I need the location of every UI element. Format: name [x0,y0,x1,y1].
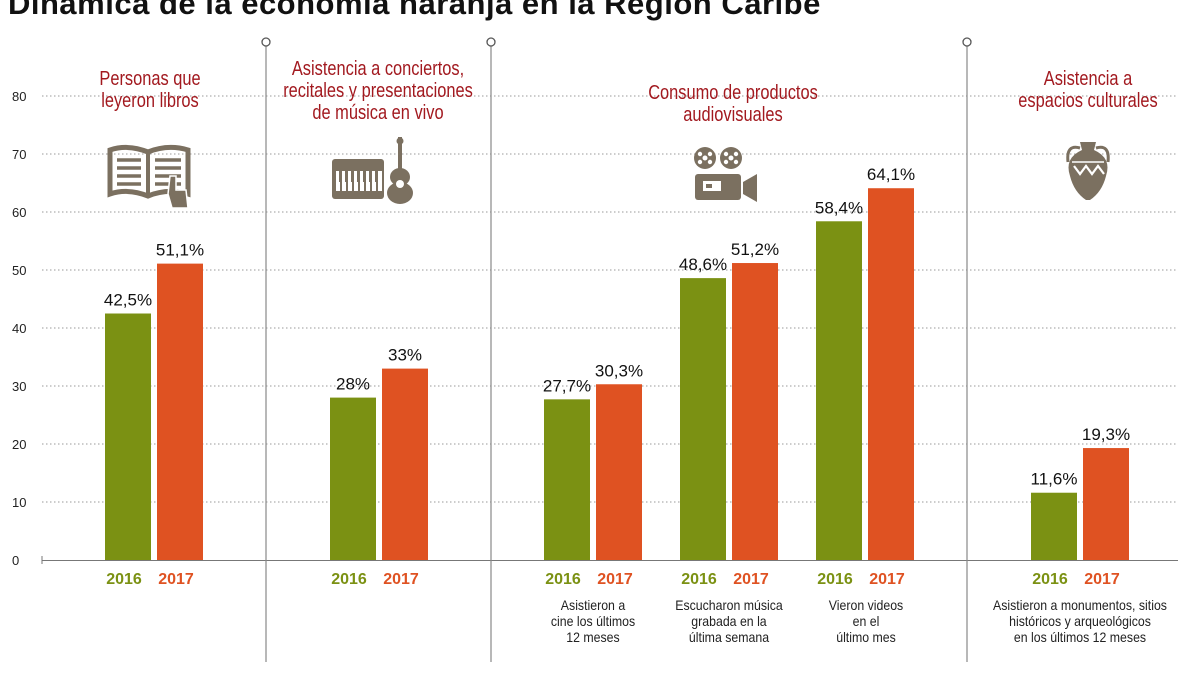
group-title-line: Personas que [99,68,201,90]
description-line: última semana [688,629,770,645]
group-title-line: de música en vivo [312,102,444,124]
group-title-line: espacios culturales [1018,90,1158,112]
data-label: 19,3% [1082,425,1130,444]
y-tick-label: 70 [12,147,26,162]
category-description: Vieron videos en el último mes [769,597,963,645]
year-label-2016: 2016 [545,571,581,588]
bar-2017 [382,368,428,560]
bar-2017 [596,384,642,560]
data-label: 28% [336,375,370,394]
y-tick-label: 0 [12,553,19,568]
group-title: Personas que leyeron libros [27,68,273,112]
amphora-icon [1066,142,1110,200]
bar-2017 [868,188,914,560]
data-label: 51,2% [731,240,779,259]
data-label: 42,5% [104,291,152,310]
group-title: Asistencia a espacios culturales [965,68,1200,112]
group-title-line: Asistencia a conciertos, [291,58,465,80]
group-title: Asistencia a conciertos, recitales y pres… [255,58,501,124]
data-label: 30,3% [595,361,643,380]
data-label: 27,7% [543,376,591,395]
year-label-2017: 2017 [158,571,194,588]
data-label: 33% [388,346,422,365]
divider-marker [962,37,972,47]
year-label-2016: 2016 [817,571,853,588]
y-tick-label: 80 [12,89,26,104]
year-label-2017: 2017 [869,571,905,588]
description-line: Escucharon música [675,597,783,613]
year-label-2017: 2017 [383,571,419,588]
bar-2016 [330,397,376,560]
data-label: 48,6% [679,255,727,274]
description-line: en los últimos 12 meses [1013,629,1147,645]
group-title-line: recitales y presentaciones [283,80,473,102]
y-tick-label: 40 [12,321,26,336]
bar-2016 [680,278,726,560]
group-title-line: Asistencia a [1043,68,1133,90]
bar-2016 [1031,492,1077,560]
film-projector-icon [694,147,757,202]
y-tick-label: 50 [12,263,26,278]
description-line: último mes [836,629,896,645]
year-label-2016: 2016 [106,571,142,588]
y-tick-label: 20 [12,437,26,452]
description-line: Asistieron a [560,597,626,613]
category-description: Asistieron a cine los últimos 12 meses [496,597,690,645]
y-tick-label: 60 [12,205,26,220]
bar-2017 [157,263,203,560]
bar-2016 [544,399,590,560]
chart-title: Dinámica de la economía naranja en la Re… [8,0,821,21]
y-tick-label: 10 [12,495,26,510]
year-label-2016: 2016 [1032,571,1068,588]
bar-2016 [105,313,151,560]
data-label: 58,4% [815,198,863,217]
year-label-2017: 2017 [597,571,633,588]
data-label: 51,1% [156,241,204,260]
description-line: 12 meses [566,629,620,645]
year-label-2017: 2017 [733,571,769,588]
group-title: Consumo de productos audiovisuales [610,82,856,126]
divider-marker [486,37,496,47]
description-line: Asistieron a monumentos, sitios [993,597,1167,613]
divider-marker [261,37,271,47]
description-line: cine los últimos [550,613,636,629]
year-label-2016: 2016 [331,571,367,588]
bar-2017 [1083,448,1129,560]
y-tick-label: 30 [12,379,26,394]
description-line: históricos y arqueológicos [1009,613,1151,629]
book-icon [107,144,191,209]
category-description: Escucharon música grabada en la última sem… [632,597,826,645]
data-label: 11,6% [1031,470,1078,489]
bar-2016 [816,221,862,560]
description-line: Vieron videos [828,597,904,613]
year-label-2016: 2016 [681,571,717,588]
piano-guitar-icon [332,137,413,204]
description-line: grabada en la [691,613,767,629]
group-title-line: leyeron libros [101,90,199,112]
group-title-line: Consumo de productos audiovisuales [648,82,818,126]
data-label: 64,1% [867,165,915,184]
bar-2017 [732,263,778,560]
year-label-2017: 2017 [1084,571,1120,588]
category-description: Asistieron a monumentos, sitios histórico… [983,597,1177,645]
description-line: en el [852,613,880,629]
